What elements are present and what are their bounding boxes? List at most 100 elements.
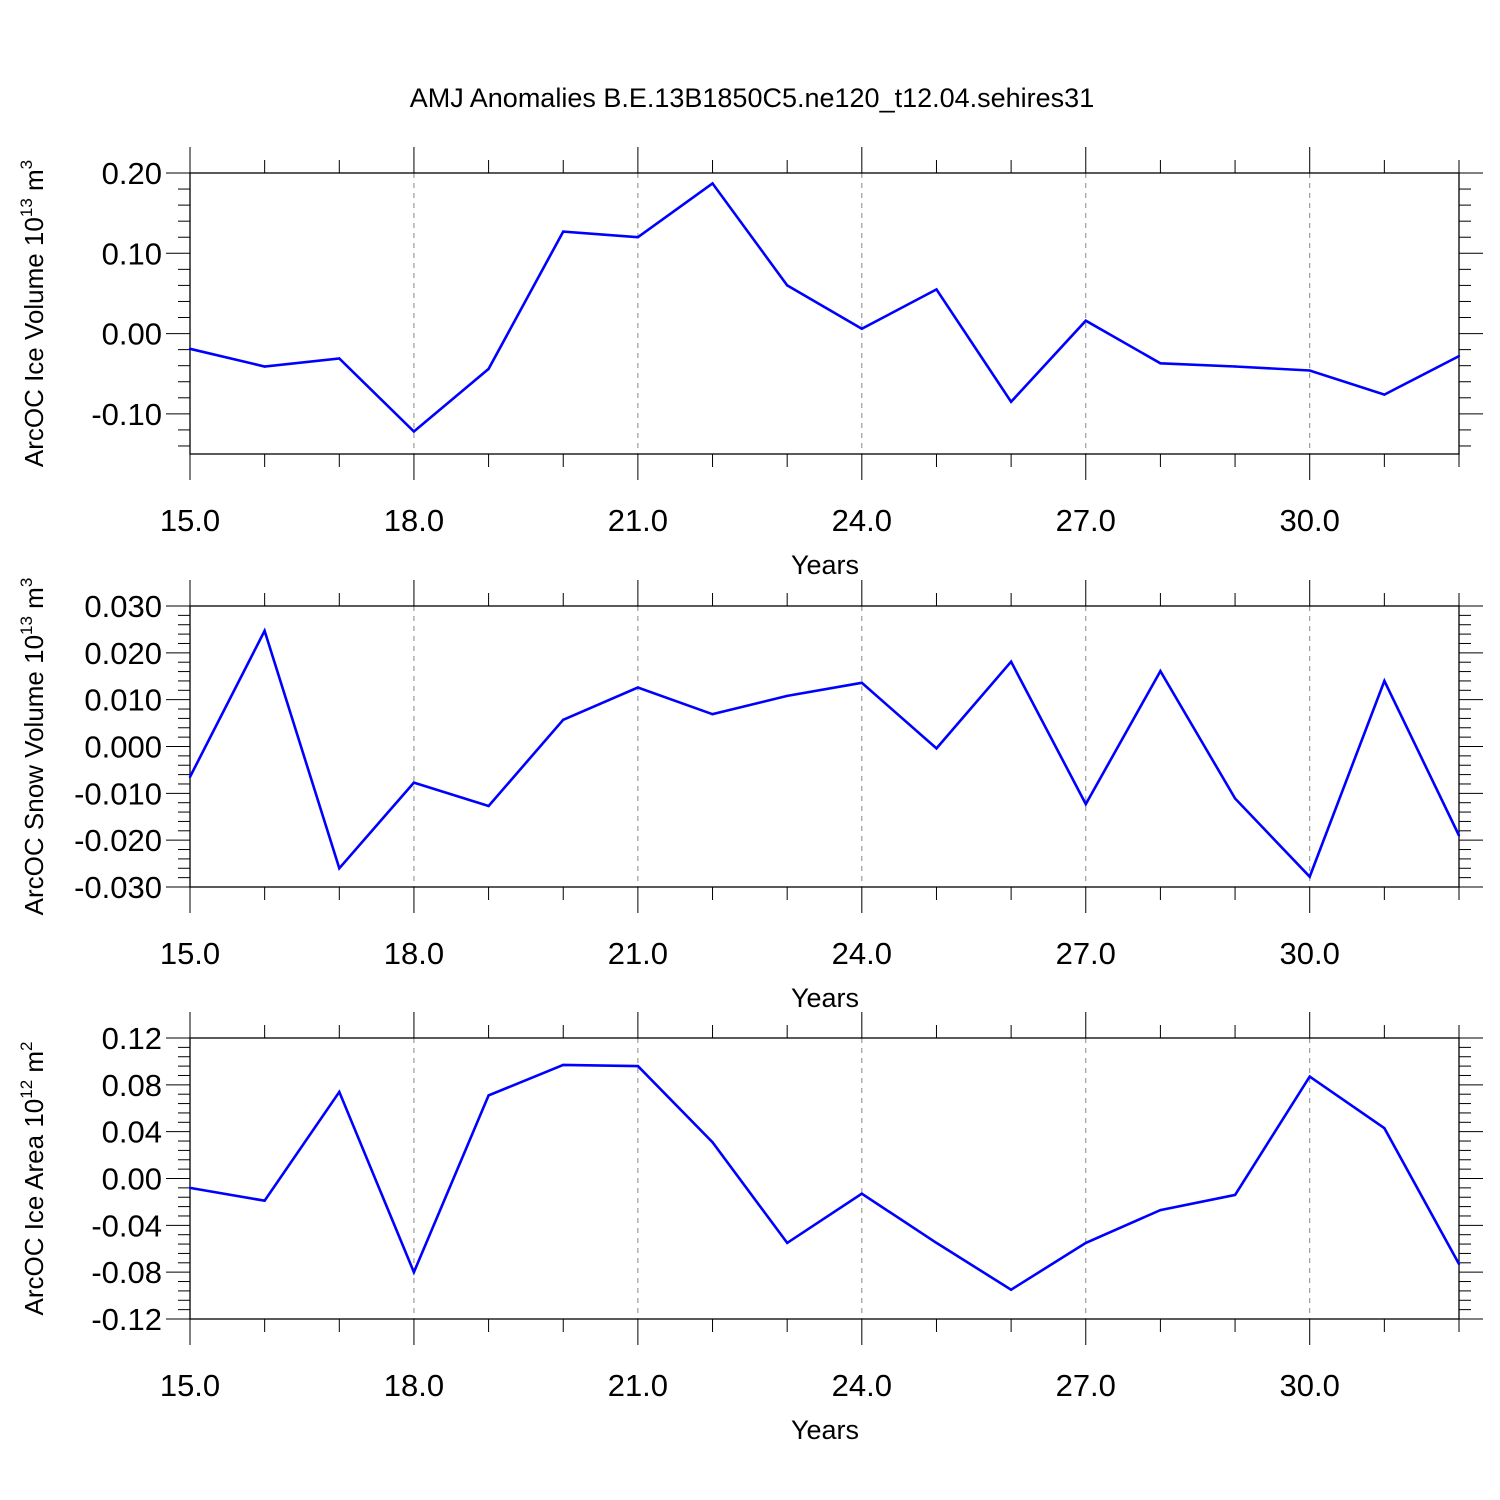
snow-volume-panel: 0.030 0.020 0.010 0.000 -0.010 -0.020 -0.030 15… [17,578,1483,1013]
snow-volume-ytick-label: -0.030 [74,870,162,905]
ice-volume-data-point [562,230,565,233]
snow-volume-ytick-label: 0.010 [84,683,162,718]
snow-volume-xtick-label: 21.0 [608,936,668,971]
ice-volume-data-point [785,284,789,287]
snow-volume-data-point [860,681,864,685]
ice-volume-data-point [1233,365,1237,368]
ice-area-ytick-label: -0.08 [91,1255,162,1290]
snow-volume-xtick-label: 15.0 [160,936,220,971]
ice-area-data-point [1308,1075,1311,1078]
ice-volume-ytick-label: 0.00 [102,317,162,352]
ice-area-xtick-label: 18.0 [384,1368,444,1403]
ice-volume-data-point [1159,362,1162,365]
ice-area-yaxis-title: ArcOC Ice Area 1012 m2 [17,1041,49,1315]
ice-area-xaxis-title: Years [791,1415,859,1445]
snow-volume-yaxis-title-unit: m [19,587,49,616]
snow-volume-xtick-label: 30.0 [1280,936,1340,971]
ice-volume-xaxis-title: Years [791,550,859,580]
ice-area-ytick-label: 0.00 [102,1162,162,1197]
ice-area-data-point [412,1270,416,1274]
ice-volume-data-point [1457,354,1461,358]
ice-area-data-point [338,1090,341,1094]
ice-area-data-point [1457,1262,1461,1266]
ice-volume-data-point [487,367,490,371]
snow-volume-data-point [487,804,490,808]
ice-volume-data-point [263,365,266,368]
ice-volume-yaxis-title-text: ArcOC Ice Volume 10 [19,217,49,467]
ice-volume-ytick-label: -0.10 [91,397,162,432]
ice-volume-yaxis-title-unit: m [19,169,49,198]
ice-area-data-point [487,1094,490,1097]
ice-area-yaxis-title-text: ArcOC Ice Area 10 [19,1099,49,1316]
ice-area-xtick-label: 30.0 [1280,1368,1340,1403]
snow-volume-xtick-label: 18.0 [384,936,444,971]
ice-area-ytick-label: 0.04 [102,1115,162,1150]
ice-area-data-point [1009,1288,1013,1291]
ice-area-data-point [785,1241,789,1245]
ice-area-data-point [562,1063,565,1067]
ice-area-xtick-label: 15.0 [160,1368,220,1403]
ice-volume-xtick-label: 18.0 [384,503,444,538]
snow-volume-data-point [711,712,714,716]
ice-volume-yaxis-title-exp: 13 [17,198,36,217]
snow-volume-xaxis-title: Years [791,983,859,1013]
ice-volume-data-point [636,236,640,239]
ice-area-data-point [1159,1208,1162,1212]
snow-volume-yaxis-title: ArcOC Snow Volume 1013 m3 [17,578,49,916]
ice-volume-data-point [188,347,192,351]
ice-area-data-point [711,1141,714,1144]
ice-volume-xtick-label: 15.0 [160,503,220,538]
snow-volume-ytick-label: -0.010 [74,776,162,811]
ice-area-xtick-label: 21.0 [608,1368,668,1403]
ice-volume-yaxis-title: ArcOC Ice Volume 1013 m3 [17,160,49,467]
snow-volume-ytick-label: 0.020 [84,636,162,671]
ice-volume-data-point [711,182,714,185]
snow-volume-data-point [636,686,640,689]
ice-volume-xtick-label: 21.0 [608,503,668,538]
ice-area-xtick-label: 24.0 [832,1368,892,1403]
snow-volume-frame [189,605,1460,888]
ice-area-ytick-label: 0.12 [102,1021,162,1056]
ice-volume-series-line [189,181,1460,434]
ice-volume-data-point [1308,369,1311,372]
snow-volume-data-point [785,694,789,698]
ice-area-ytick-label: -0.12 [91,1302,162,1337]
snow-volume-data-point [562,718,565,722]
snow-volume-data-point [1233,797,1237,800]
ice-volume-ytick-label: 0.20 [102,156,162,191]
ice-volume-xtick-label: 30.0 [1280,503,1340,538]
ice-area-data-point [1383,1126,1386,1130]
ice-volume-yaxis-title-unit-exp: 3 [17,160,36,169]
ice-area-data-point [1233,1193,1237,1197]
snow-volume-xtick-label: 24.0 [832,936,892,971]
snow-volume-ytick-label: 0.000 [84,730,162,765]
snow-volume-ytick-label: 0.030 [84,589,162,624]
snow-volume-yaxis-title-exp: 13 [17,616,36,635]
ice-volume-xtick-label: 27.0 [1056,503,1116,538]
ice-volume-data-point [1084,319,1087,322]
snow-volume-data-point [1383,679,1386,683]
ice-area-ytick-label: 0.08 [102,1068,162,1103]
snow-volume-yaxis-title-unit-exp: 3 [17,578,36,587]
snow-volume-data-point [1159,669,1162,673]
snow-volume-data-point [1084,802,1087,806]
ice-volume-data-point [412,430,416,433]
ice-area-data-point [1084,1241,1087,1245]
chart-title: AMJ Anomalies B.E.13B1850C5.ne120_t12.04… [410,83,1094,113]
ice-area-panel: 0.12 0.08 0.04 0.00 -0.04 -0.08 -0.12 15.0 18.0 2… [17,1012,1483,1445]
snow-volume-yaxis-title-text: ArcOC Snow Volume 10 [19,635,49,915]
ice-volume-xtick-label: 24.0 [832,503,892,538]
ice-area-series-line [189,1063,1461,1292]
ice-area-yaxis-title-exp: 12 [17,1080,36,1099]
ice-volume-panel: 0.20 0.10 0.00 -0.10 15.0 18.0 21.0 24.0 27.0 30.… [17,147,1483,580]
ice-area-data-point [636,1064,640,1068]
ice-volume-data-point [935,288,938,291]
snow-volume-data-point [1308,875,1311,878]
ice-area-ytick-label: -0.04 [91,1208,162,1243]
ice-area-yaxis-title-unit: m [19,1051,49,1080]
snow-volume-ytick-label: -0.020 [74,823,162,858]
snow-volume-data-point [188,775,192,779]
snow-volume-data-point [263,629,266,633]
